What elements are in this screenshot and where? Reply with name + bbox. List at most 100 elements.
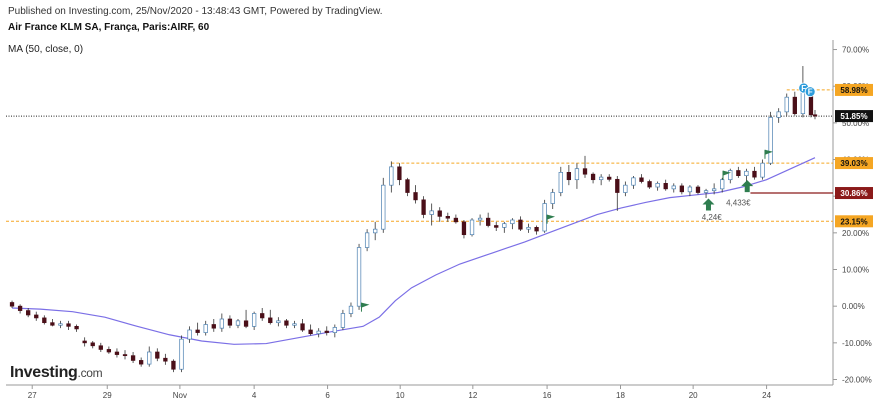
- candle-body: [736, 170, 741, 177]
- candle-body: [139, 360, 144, 365]
- candle-body: [550, 192, 555, 204]
- candle-body: [147, 351, 152, 365]
- candle-body: [639, 177, 644, 182]
- candle-body: [792, 96, 797, 115]
- candle-body: [607, 176, 612, 180]
- candle-body: [623, 184, 628, 193]
- candle-body: [122, 354, 128, 357]
- candle-body: [812, 114, 818, 117]
- candle-body: [316, 330, 321, 335]
- x-tick-label: 10: [396, 391, 405, 400]
- candle-body: [776, 111, 781, 118]
- candle-body: [324, 330, 329, 333]
- level-badge: [835, 157, 873, 170]
- candle-body: [348, 305, 354, 314]
- candle-body: [211, 324, 216, 329]
- candle-body: [42, 317, 47, 324]
- candle-body: [219, 318, 225, 329]
- candle-body: [292, 323, 297, 326]
- flag-marker: [723, 170, 732, 176]
- level-badge: [835, 215, 873, 228]
- candle-body: [655, 183, 660, 188]
- level-badge-label: 23.15%: [840, 217, 867, 226]
- candle-body: [437, 210, 442, 217]
- candle-body: [114, 351, 120, 355]
- flag-marker: [764, 149, 773, 155]
- candle-body: [558, 172, 563, 193]
- candle-body: [720, 179, 725, 190]
- candle-body: [582, 168, 588, 175]
- candle-body: [243, 320, 249, 327]
- candle-body: [34, 314, 39, 319]
- candle-body: [421, 199, 426, 215]
- candle-body: [760, 162, 765, 178]
- candle-body: [235, 320, 241, 326]
- candle-body: [728, 170, 733, 181]
- candle-body: [526, 226, 531, 230]
- candle-body: [695, 186, 701, 193]
- candle-body: [74, 325, 79, 330]
- candle-body: [300, 323, 305, 331]
- candle-body: [679, 185, 684, 193]
- candle-body: [590, 173, 596, 181]
- price-annotation: 4,24€: [702, 213, 723, 222]
- candle-body: [486, 217, 491, 226]
- x-tick-label: 16: [543, 391, 552, 400]
- candle-body: [534, 226, 539, 232]
- level-badge-label: 58.98%: [840, 86, 867, 95]
- candle-body: [631, 177, 636, 186]
- flag-marker: [547, 214, 556, 220]
- x-tick-label: 12: [468, 391, 477, 400]
- chart-title: Air France KLM SA, França, Paris:AIRF, 6…: [8, 22, 210, 33]
- candle-body: [227, 318, 233, 326]
- candle-body: [90, 342, 95, 347]
- candle-body: [752, 170, 757, 178]
- indicator-label[interactable]: MA (50, close, 0): [8, 44, 84, 55]
- y-tick-label: 20.00%: [842, 229, 869, 238]
- candle-body: [356, 247, 362, 307]
- candle-body: [647, 181, 652, 188]
- candle-body: [130, 355, 136, 361]
- candle-body: [477, 217, 483, 221]
- flag-marker: [361, 302, 370, 308]
- candle-body: [397, 166, 402, 181]
- candle-body: [768, 117, 773, 164]
- level-badge: [835, 83, 873, 96]
- candle-body: [542, 203, 547, 232]
- candle-body: [260, 313, 265, 319]
- x-tick-label: 24: [762, 391, 771, 400]
- ma-line: [12, 157, 816, 345]
- candle-body: [179, 338, 184, 370]
- candle-body: [373, 228, 378, 234]
- candle-body: [106, 349, 112, 353]
- y-tick-label: 50.00%: [842, 119, 869, 128]
- x-tick-label: 6: [325, 391, 330, 400]
- y-tick-label: 10.00%: [842, 266, 869, 275]
- candle-body: [598, 176, 604, 181]
- candle-body: [574, 168, 580, 181]
- candle-body: [687, 186, 693, 193]
- candle-body: [615, 178, 620, 193]
- candle-body: [340, 313, 346, 328]
- candle-body: [518, 219, 523, 230]
- x-tick-label: 18: [616, 391, 625, 400]
- candle-body: [453, 217, 459, 223]
- candle-body: [494, 225, 499, 228]
- candle-body: [50, 322, 55, 326]
- investing-logo[interactable]: Investing.com: [10, 364, 103, 381]
- candle-body: [163, 357, 168, 362]
- candle-body: [703, 190, 709, 193]
- candle-body: [671, 185, 676, 190]
- candle-body: [663, 183, 668, 190]
- candle-body: [413, 192, 418, 201]
- candle-body: [502, 223, 507, 228]
- candle-body: [284, 320, 289, 326]
- candle-body: [510, 219, 515, 225]
- candle-body: [26, 310, 31, 316]
- candle-body: [445, 215, 450, 219]
- candle-body: [332, 327, 337, 333]
- candle-body: [405, 179, 410, 193]
- candle-body: [389, 166, 394, 186]
- event-marker-label: F: [808, 88, 813, 97]
